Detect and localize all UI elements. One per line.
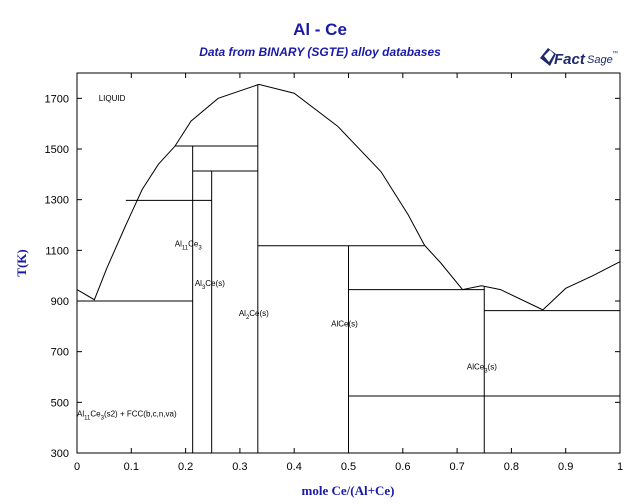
factsage-logo-trademark: ™ — [612, 50, 618, 57]
diagram-title: Al - Ce — [293, 20, 347, 39]
region-label-al2ce: Al2Ce(s) — [239, 309, 269, 321]
factsage-logo-word1: Fact — [554, 51, 586, 68]
diagram-subtitle: Data from BINARY (SGTE) alloy databases — [199, 45, 441, 59]
liquidus-curve — [76, 146, 176, 301]
liquidus-curve — [174, 83, 425, 246]
liquidus-curve — [542, 261, 621, 311]
region-label-alce3: AlCe3(s) — [467, 362, 497, 374]
y-axis-title: T(K) — [14, 249, 29, 276]
region-label-al11ce3: Al11Ce3 — [175, 240, 203, 252]
region-label-al3ce: Al3Ce(s) — [195, 279, 225, 291]
factsage-logo-word2: Sage — [587, 54, 613, 66]
phase-boundaries — [76, 83, 621, 453]
x-axis-title: mole Ce/(Al+Ce) — [302, 483, 395, 498]
x-tick-label: 0.7 — [449, 461, 464, 473]
x-tick-label: 0.2 — [178, 461, 193, 473]
y-tick-label: 1500 — [45, 144, 69, 156]
y-tick-label: 1100 — [45, 245, 69, 257]
x-tick-label: 0.3 — [232, 461, 247, 473]
region-label-liquid: LIQUID — [99, 94, 126, 103]
region-label-fcc: Al11Ce3(s2) + FCC(b,c,n,va) — [77, 409, 177, 421]
y-tick-label: 700 — [51, 347, 69, 359]
y-tick-label: 500 — [51, 397, 69, 409]
x-tick-label: 1 — [617, 461, 623, 473]
x-tick-label: 0.1 — [124, 461, 139, 473]
y-tick-label: 300 — [51, 448, 69, 460]
x-tick-label: 0.6 — [395, 461, 410, 473]
x-tick-label: 0.9 — [558, 461, 573, 473]
x-axis: 0 0.1 0.2 0.3 0.4 0.5 0.6 0.7 0.8 0.9 1 — [74, 73, 623, 473]
x-tick-label: 0.8 — [504, 461, 519, 473]
x-tick-label: 0.5 — [341, 461, 356, 473]
y-tick-label: 1700 — [45, 93, 69, 105]
factsage-logo: Fact Sage ™ — [540, 48, 618, 68]
region-label-alce: AlCe(s) — [331, 319, 358, 328]
liquidus-curve — [424, 244, 544, 311]
y-tick-label: 900 — [51, 296, 69, 308]
y-tick-label: 1300 — [45, 195, 69, 207]
y-axis: 300 500 700 900 1100 1300 1500 1700 — [45, 93, 620, 460]
factsage-logo-icon — [540, 48, 556, 66]
region-labels: LIQUID Al11Ce3 Al3Ce(s) Al2Ce(s) AlCe(s) AlCe… — [77, 94, 497, 421]
x-tick-label: 0.4 — [287, 461, 302, 473]
x-tick-label: 0 — [74, 461, 80, 473]
